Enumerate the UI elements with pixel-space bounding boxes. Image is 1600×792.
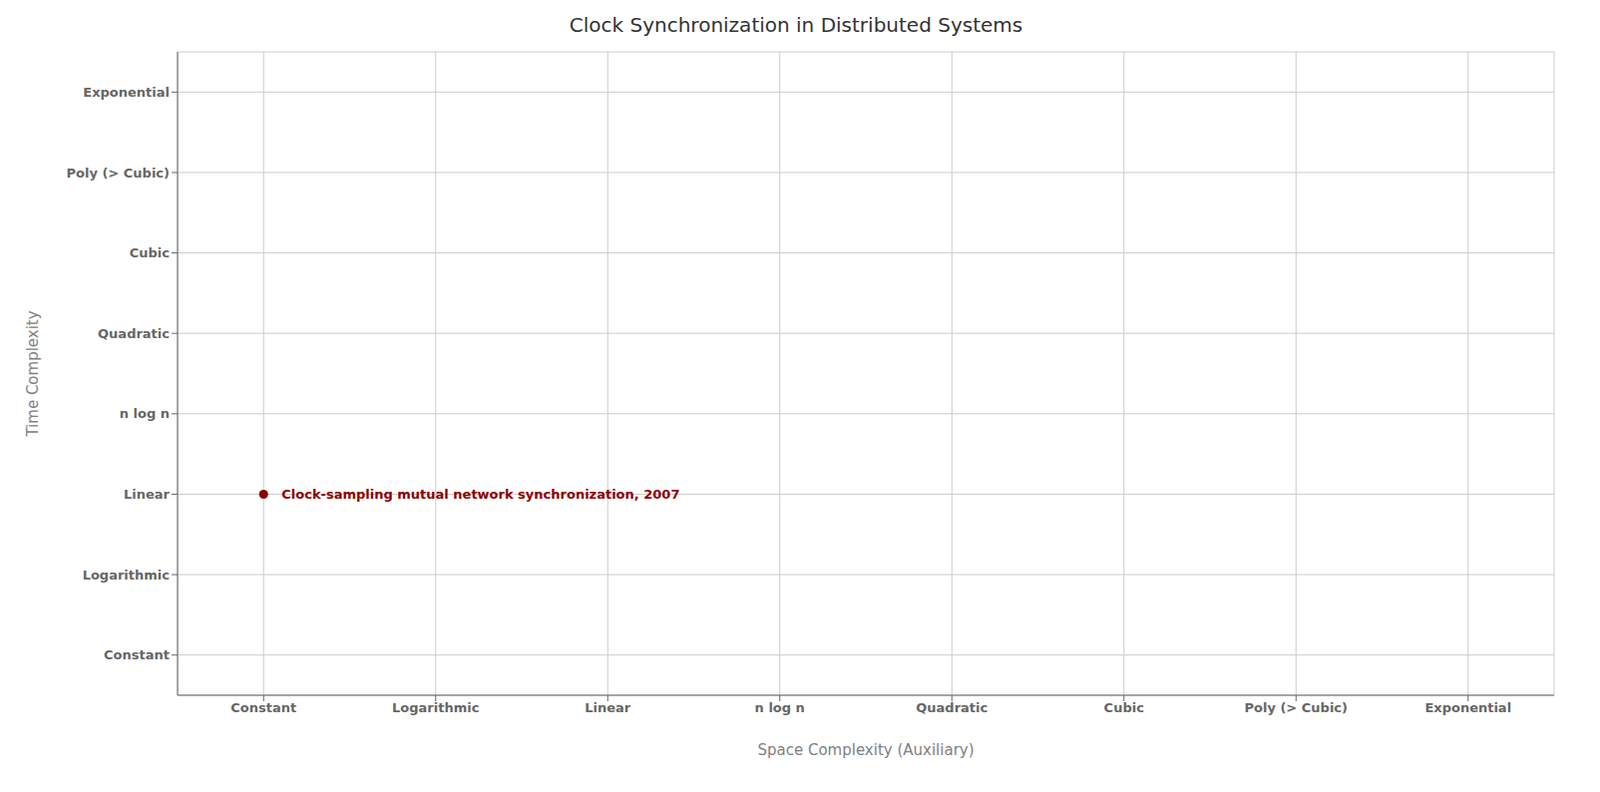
- svg-text:Linear: Linear: [123, 486, 171, 502]
- svg-text:Constant: Constant: [230, 700, 297, 716]
- svg-text:Exponential: Exponential: [1424, 700, 1512, 716]
- svg-text:Linear: Linear: [584, 700, 632, 716]
- svg-text:Cubic: Cubic: [129, 245, 170, 261]
- svg-text:Logarithmic: Logarithmic: [82, 567, 170, 583]
- svg-text:Exponential: Exponential: [82, 84, 170, 100]
- svg-text:Cubic: Cubic: [1104, 700, 1145, 716]
- svg-text:Constant: Constant: [103, 647, 170, 663]
- svg-text:n log n: n log n: [119, 405, 170, 421]
- svg-text:Quadratic: Quadratic: [915, 700, 988, 716]
- svg-text:Poly (> Cubic): Poly (> Cubic): [66, 165, 170, 181]
- svg-text:Clock-sampling mutual network: Clock-sampling mutual network synchroniz…: [281, 486, 680, 502]
- svg-text:Poly (> Cubic): Poly (> Cubic): [1244, 700, 1348, 716]
- svg-text:Time Complexity: Time Complexity: [23, 310, 42, 437]
- svg-text:Space Complexity (Auxiliary): Space Complexity (Auxiliary): [757, 741, 974, 760]
- svg-text:Quadratic: Quadratic: [97, 326, 170, 342]
- html-text:Clock Synchronization in Distr: Clock Synchronization in Distributed Sys…: [569, 12, 1023, 37]
- svg-text:Logarithmic: Logarithmic: [392, 700, 479, 716]
- svg-text:n log n: n log n: [755, 700, 805, 716]
